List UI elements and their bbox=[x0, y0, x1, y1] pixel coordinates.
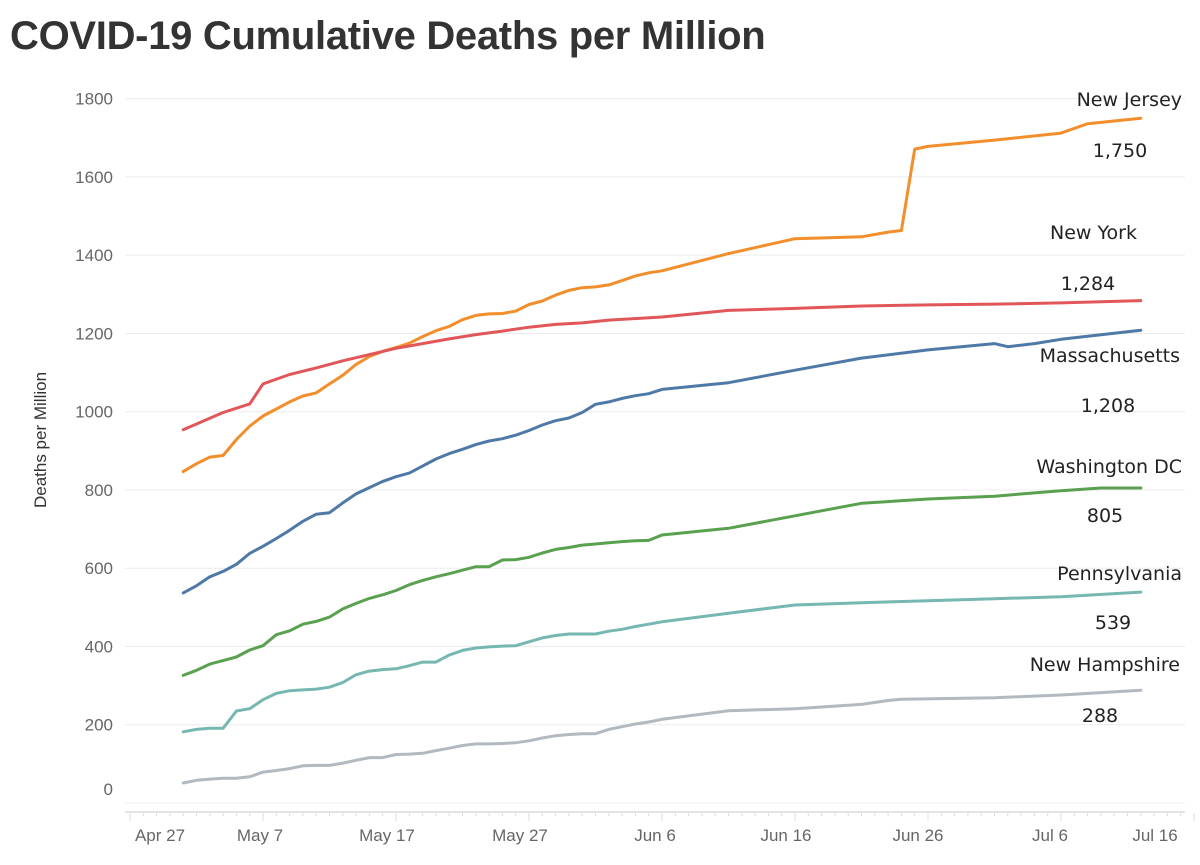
series-name-label: Massachusetts bbox=[1040, 345, 1180, 367]
x-tick-label: May 17 bbox=[359, 826, 415, 845]
x-tick-label: Apr 27 bbox=[135, 826, 185, 845]
series-value-label: 288 bbox=[1082, 705, 1118, 727]
y-tick-label: 1200 bbox=[75, 324, 113, 343]
x-tick-label: Jul 16 bbox=[1132, 826, 1177, 845]
x-axis: Apr 27 May 7 May 17 May 27 Jun 6 Jun 16 Jun 26… bbox=[125, 811, 1195, 845]
series-line-massachusetts bbox=[181, 328, 1143, 595]
series-name-label: New York bbox=[1050, 222, 1137, 244]
series-value-label: 805 bbox=[1087, 505, 1123, 527]
y-tick-label: 1000 bbox=[75, 403, 113, 422]
chart-title: COVID-19 Cumulative Deaths per Million bbox=[10, 14, 766, 58]
y-tick-label: 200 bbox=[85, 716, 113, 735]
x-tick-label: May 7 bbox=[237, 826, 283, 845]
series-value-label: 1,284 bbox=[1061, 273, 1115, 295]
series-name-label: Pennsylvania bbox=[1057, 563, 1182, 585]
x-tick-label: May 27 bbox=[492, 826, 548, 845]
y-axis: 0 200 400 600 800 1000 1200 1400 1600 1800 bbox=[75, 90, 113, 799]
y-tick-label: 1400 bbox=[75, 246, 113, 265]
y-tick-label: 0 bbox=[104, 780, 113, 799]
x-tick-label: Jul 6 bbox=[1032, 826, 1068, 845]
y-axis-title: Deaths per Million bbox=[31, 372, 50, 508]
series-labels: New Jersey 1,750 New York 1,284 Massachusett… bbox=[1030, 89, 1182, 727]
series-line-pennsylvania bbox=[181, 590, 1143, 734]
y-tick-label: 800 bbox=[85, 481, 113, 500]
x-tick-label: Jun 16 bbox=[760, 826, 811, 845]
y-tick-label: 600 bbox=[85, 559, 113, 578]
gridlines bbox=[125, 98, 1185, 804]
series-line-new-hampshire bbox=[181, 688, 1143, 785]
series-line-new-jersey bbox=[181, 116, 1143, 474]
series-lines bbox=[181, 116, 1143, 785]
y-tick-label: 1800 bbox=[75, 90, 113, 109]
y-tick-label: 1600 bbox=[75, 168, 113, 187]
series-name-label: New Jersey bbox=[1077, 89, 1182, 111]
y-tick-label: 400 bbox=[85, 637, 113, 656]
series-value-label: 1,208 bbox=[1081, 395, 1135, 417]
series-name-label: Washington DC bbox=[1036, 456, 1182, 478]
series-value-label: 1,750 bbox=[1093, 140, 1147, 162]
series-line-new-york bbox=[181, 299, 1143, 432]
series-line-washington-dc bbox=[181, 486, 1143, 677]
series-name-label: New Hampshire bbox=[1030, 654, 1180, 676]
x-tick-label: Jun 26 bbox=[892, 826, 943, 845]
x-tick-label: Jun 6 bbox=[634, 826, 676, 845]
series-value-label: 539 bbox=[1095, 612, 1131, 634]
